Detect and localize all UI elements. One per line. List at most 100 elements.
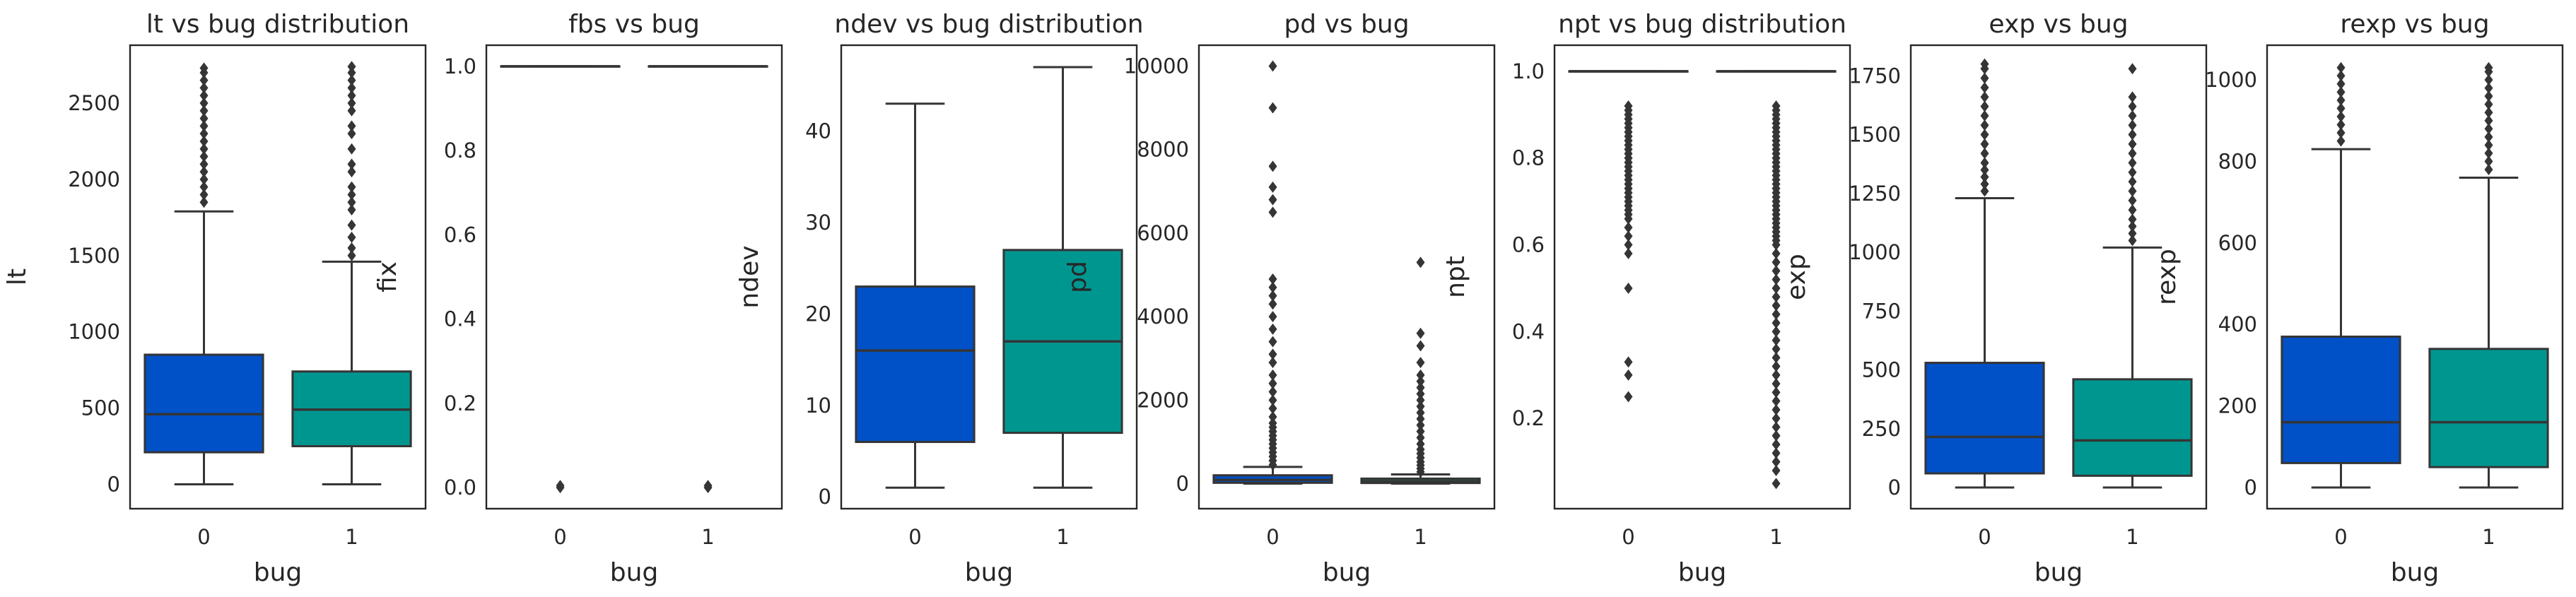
- outlier-point: [199, 158, 209, 170]
- y-tick-label: 600: [2218, 231, 2257, 255]
- outlier-point: [1268, 194, 1277, 206]
- outlier-point: [1416, 425, 1425, 437]
- outlier-point: [2484, 131, 2493, 143]
- outlier-point: [1624, 239, 1633, 251]
- outlier-point: [199, 143, 209, 155]
- outlier-point: [1772, 439, 1781, 451]
- chart-title: npt vs bug distribution: [1558, 10, 1846, 39]
- outlier-point: [2336, 70, 2346, 82]
- outlier-point: [1416, 419, 1425, 431]
- outlier-point: [2484, 90, 2493, 102]
- outlier-point: [1416, 375, 1425, 387]
- chart-panel-5: 0.2 0.4 0.6 0.8 1.0 0 1 npt vs bug distribution…: [1441, 10, 1851, 587]
- outlier-point: [199, 74, 209, 86]
- outlier-point: [1772, 300, 1781, 312]
- outlier-point: [2336, 78, 2346, 90]
- outlier-point: [1624, 282, 1633, 294]
- y-tick-label: 0.6: [444, 223, 476, 247]
- y-tick-label: 1000: [1849, 240, 1901, 264]
- outlier-point: [347, 82, 356, 94]
- outlier-point: [1772, 360, 1781, 372]
- x-tick-label: 1: [701, 525, 714, 549]
- outlier-point: [1772, 478, 1781, 490]
- outlier-point: [703, 480, 713, 492]
- outlier-point: [2128, 194, 2137, 206]
- outlier-point: [2484, 98, 2493, 110]
- y-tick-label: 0.8: [1512, 146, 1545, 170]
- y-tick-label: 250: [1862, 417, 1901, 441]
- y-tick-label: 6000: [1137, 221, 1189, 245]
- outlier-point: [1624, 356, 1633, 368]
- outlier-point: [1416, 413, 1425, 425]
- outlier-point: [2484, 139, 2493, 151]
- outlier-point: [199, 112, 209, 124]
- chart-title: rexp vs bug: [2340, 10, 2489, 39]
- outlier-point: [1416, 382, 1425, 394]
- outlier-point: [1772, 282, 1781, 294]
- outlier-point: [347, 90, 356, 102]
- outlier-point: [1772, 326, 1781, 338]
- outlier-point: [199, 135, 209, 147]
- outlier-point: [347, 189, 356, 201]
- y-tick-label: 10000: [1124, 54, 1189, 78]
- outlier-point: [1416, 407, 1425, 419]
- x-tick-label: 1: [345, 525, 358, 549]
- x-tick-label: 0: [1978, 525, 1991, 549]
- y-tick-label: 500: [81, 396, 120, 420]
- box-body: [855, 285, 976, 444]
- outlier-point: [1980, 164, 1989, 176]
- outlier-point: [1772, 403, 1781, 415]
- outlier-point: [1268, 181, 1277, 193]
- y-tick-label: 0.2: [1512, 406, 1545, 430]
- axes-frame: [485, 44, 783, 510]
- y-tick-label: 0.6: [1512, 233, 1545, 257]
- x-tick-label: 0: [1622, 525, 1634, 549]
- outlier-point: [1772, 447, 1781, 459]
- outlier-point: [1772, 317, 1781, 329]
- y-tick-label: 400: [2218, 312, 2257, 336]
- y-tick-label: 750: [1862, 299, 1901, 323]
- outlier-point: [2128, 110, 2137, 122]
- outlier-point: [2128, 166, 2137, 178]
- outlier-point: [1980, 100, 1989, 112]
- outlier-point: [1980, 138, 1989, 150]
- chart-panel-7: 0 200 400 600 800 1000 0 1 rexp vs bug bug rexp: [2153, 10, 2564, 587]
- outlier-point: [1772, 395, 1781, 407]
- outlier-point: [2336, 102, 2346, 114]
- outlier-point: [1772, 421, 1781, 433]
- y-axis-label: ndev: [735, 245, 764, 308]
- outlier-point: [1772, 352, 1781, 364]
- outlier-point: [1268, 403, 1277, 415]
- outlier-point: [1772, 291, 1781, 303]
- outlier-point: [1268, 357, 1277, 369]
- x-axis-label: bug: [1678, 558, 1727, 587]
- y-tick-label: 1500: [68, 244, 120, 268]
- outlier-point: [1772, 430, 1781, 442]
- outlier-point: [347, 242, 356, 254]
- axes-frame: [1198, 44, 1496, 510]
- outlier-point: [1624, 369, 1633, 381]
- outlier-point: [1268, 336, 1277, 348]
- y-tick-label: 1000: [68, 320, 120, 344]
- outlier-point: [2128, 176, 2137, 188]
- outlier-point: [347, 61, 356, 73]
- outlier-point: [1980, 110, 1989, 122]
- outlier-point: [199, 105, 209, 117]
- y-axis-label: fix: [373, 261, 402, 292]
- outlier-point: [1416, 327, 1425, 339]
- y-tick-label: 8000: [1137, 138, 1189, 162]
- box-bug-1: [1716, 70, 1837, 490]
- x-tick-label: 0: [908, 525, 921, 549]
- outlier-point: [2336, 127, 2346, 139]
- outlier-point: [2128, 157, 2137, 169]
- outlier-point: [1624, 213, 1633, 225]
- box-bug-1: [648, 65, 768, 494]
- outlier-point: [1980, 58, 1989, 70]
- outlier-point: [1772, 239, 1781, 251]
- y-tick-label: 20: [805, 302, 831, 326]
- x-tick-label: 1: [1414, 525, 1427, 549]
- box-bug-1: [1002, 66, 1123, 489]
- box-bug-0: [1924, 58, 2045, 489]
- box-bug-0: [144, 62, 264, 485]
